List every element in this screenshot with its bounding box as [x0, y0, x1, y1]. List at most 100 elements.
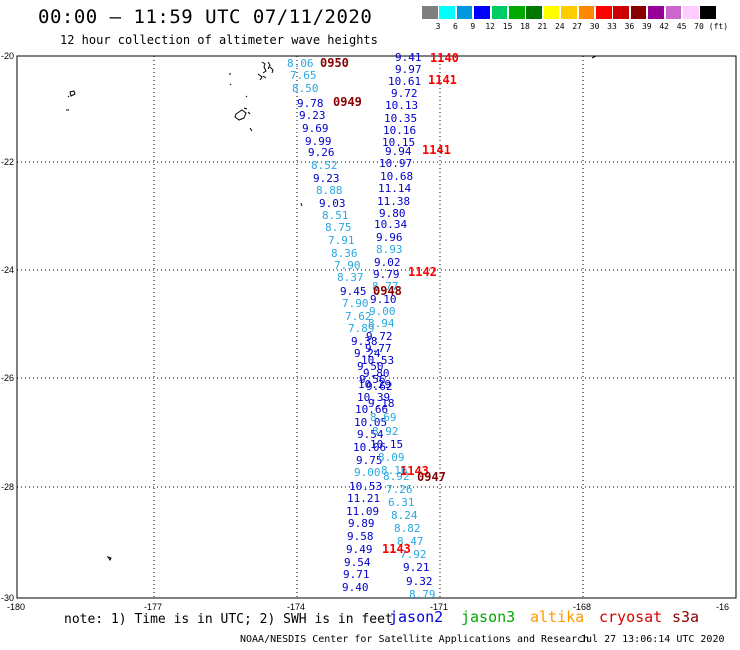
legend-swatch	[474, 6, 490, 19]
wave-height-label: 9.69	[302, 122, 329, 135]
wave-height-label: 9.78	[297, 97, 324, 110]
wave-height-label: 8.82	[394, 522, 421, 535]
wave-height-label: 9.99	[305, 135, 332, 148]
wave-height-label: 10.61	[388, 75, 422, 88]
wave-height-label: 7.89	[348, 322, 375, 335]
lat-tick-label: -30	[1, 593, 14, 603]
wave-height-label: 11.09	[346, 505, 380, 518]
lon-tick-label: -180	[7, 602, 25, 612]
wave-height-label: 8.09	[378, 451, 405, 464]
wave-height-label: 8.51	[322, 209, 349, 222]
wave-height-label: 7.90	[334, 259, 361, 272]
wave-height-label: 6.31	[388, 496, 415, 509]
legend-label: 33	[607, 22, 617, 31]
satellite-legend-item: jason2	[389, 608, 444, 626]
wave-height-label: 8.77	[372, 280, 399, 293]
wave-height-label: 8.94	[368, 317, 395, 330]
wave-height-label: 9.18	[368, 397, 395, 410]
wave-height-label: 9.50	[357, 360, 384, 373]
wave-height-label: 10.16	[383, 124, 417, 137]
wave-height-label: 9.56	[359, 373, 386, 386]
lat-tick-label: -20	[1, 51, 14, 61]
wave-height-label: 9.00	[369, 305, 396, 318]
wave-height-label: 9.32	[406, 575, 433, 588]
legend-label: 3	[435, 22, 441, 31]
wave-height-label: 10.39	[357, 391, 391, 404]
wave-height-label: 8.52	[311, 159, 338, 172]
legend-label: 42	[659, 22, 669, 31]
pass-time-label: 1143	[400, 464, 429, 478]
pass-time-label: 1143	[382, 542, 411, 556]
wave-height-label: 10.29	[358, 378, 392, 391]
legend-swatch	[648, 6, 664, 19]
wave-height-label: 9.97	[395, 63, 422, 76]
wave-height-label: 8.75	[325, 221, 352, 234]
wave-height-label: 8.92	[372, 425, 399, 438]
lat-tick-label: -24	[1, 265, 14, 275]
wave-height-label: 8.79	[409, 588, 436, 601]
legend-label: 70	[694, 22, 704, 31]
legend-label: 36	[624, 22, 635, 31]
pass-time-label: 0947	[417, 470, 446, 484]
legend-label: 24	[554, 22, 565, 31]
wave-height-label: 11.38	[377, 195, 411, 208]
lat-tick-label: -26	[1, 373, 14, 383]
legend-swatch	[596, 6, 612, 19]
map-frame	[16, 55, 737, 599]
legend-label: 9	[470, 22, 476, 31]
wave-height-label: 10.53	[361, 354, 395, 367]
island-outline	[106, 202, 303, 561]
wave-height-label: 9.75	[356, 454, 383, 467]
wave-height-label: 9.62	[366, 380, 393, 393]
wave-height-label: 9.38	[351, 335, 378, 348]
wave-height-label: 10.06	[353, 441, 387, 454]
wave-height-label: 9.40	[342, 581, 369, 594]
legend-swatch	[526, 6, 542, 19]
satellite-legend-item: s3a	[672, 608, 700, 626]
wave-height-label: 8.50	[292, 82, 319, 95]
legend-swatch	[422, 6, 438, 19]
wave-height-label: 9.24	[354, 347, 381, 360]
legend-swatch	[613, 6, 629, 19]
footer-credit: NOAA/NESDIS Center for Satellite Applica…	[240, 634, 590, 645]
legend-swatch	[543, 6, 560, 19]
island-outline	[243, 107, 253, 132]
legend-label: 18	[520, 22, 530, 31]
wave-height-label: 9.96	[376, 231, 403, 244]
wave-height-label: 9.10	[370, 293, 397, 306]
wave-height-label: 9.80	[363, 367, 390, 380]
island-outline	[261, 61, 274, 74]
wave-height-label: 8.92	[383, 470, 410, 483]
pass-time-label: 0950	[320, 56, 349, 70]
wave-height-label: 9.02	[374, 256, 401, 269]
legend-label: 39	[641, 22, 652, 31]
footer-timestamp: Jul 27 13:06:14 UTC 2020	[580, 634, 725, 645]
wave-height-label: 10.15	[382, 136, 416, 149]
wave-height-label: 8.16	[381, 464, 408, 477]
wave-height-label: 10.34	[374, 218, 408, 231]
legend-unit: (ft)	[708, 22, 729, 31]
legend-label: 6	[452, 22, 458, 31]
wave-height-label: 9.94	[385, 145, 412, 158]
wave-height-label: 11.21	[347, 492, 381, 505]
lon-tick-label: -177	[144, 602, 162, 612]
wave-height-label: 9.21	[403, 561, 430, 574]
axis-tick-labels: -180 -177 -174 -171 -168 -16 -20 -22 -24 -26 -28 -3…	[1, 51, 729, 612]
wave-height-label: 10.15	[370, 438, 404, 451]
legend-swatch	[509, 6, 525, 19]
footer-note: note: 1) Time is in UTC; 2) SWH is in fe…	[64, 612, 393, 627]
legend-swatch	[683, 6, 699, 19]
wave-height-label: 8.24	[391, 509, 418, 522]
legend-swatch	[578, 6, 595, 19]
legend-label: 45	[676, 22, 687, 31]
legend-swatch	[491, 6, 508, 19]
legend-swatch	[665, 6, 682, 19]
wave-height-label: 9.89	[348, 517, 375, 530]
legend-label: 21	[537, 22, 548, 31]
wave-height-label: 9.23	[299, 109, 326, 122]
wave-height-label: 9.54	[357, 428, 384, 441]
wave-height-label: 7.91	[328, 234, 355, 247]
lat-tick-label: -28	[1, 482, 14, 492]
wave-height-label: 8.36	[331, 247, 358, 260]
